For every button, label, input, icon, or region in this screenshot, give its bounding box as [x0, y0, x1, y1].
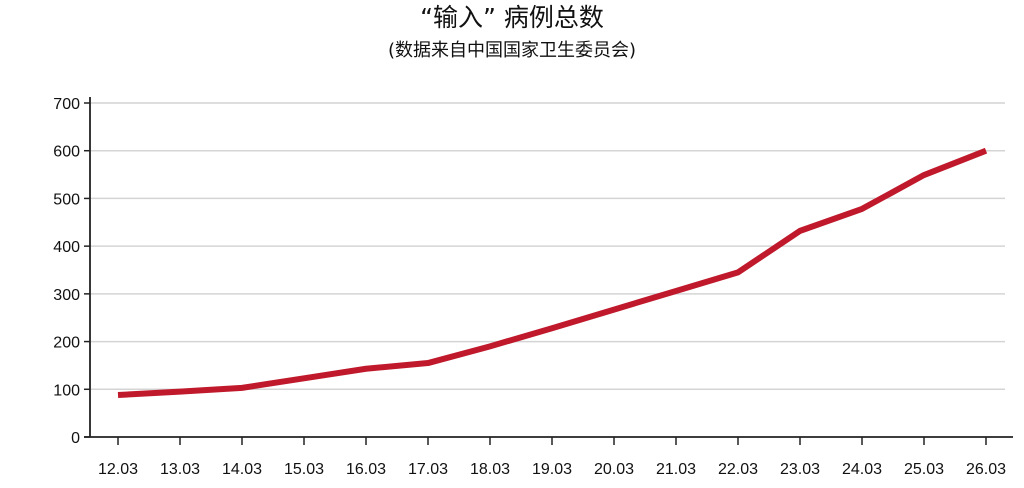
- y-tick-label: 700: [53, 96, 80, 113]
- x-tick-label: 23.03: [780, 461, 820, 478]
- series-line: [117, 147, 988, 399]
- y-tick-label: 100: [53, 382, 80, 399]
- x-tick-label: 15.03: [284, 461, 324, 478]
- y-tick-label: 600: [53, 144, 80, 161]
- x-tick-label: 17.03: [408, 461, 448, 478]
- x-tick-label: 16.03: [346, 461, 386, 478]
- x-tick-label: 14.03: [222, 461, 262, 478]
- x-tick-label: 12.03: [98, 461, 138, 478]
- y-tick-label: 0: [71, 430, 80, 447]
- x-tick-label: 19.03: [532, 461, 572, 478]
- x-tick-labels: 12.03 13.03 14.03 15.03 16.03 17.03 18.03 19.03…: [98, 461, 1006, 478]
- x-tick-label: 20.03: [594, 461, 634, 478]
- y-tick-label: 200: [53, 335, 80, 352]
- x-tick-label: 24.03: [842, 461, 882, 478]
- chart-subtitle: (数据来自中国国家卫生委员会): [387, 40, 637, 61]
- y-tick-label: 500: [53, 191, 80, 208]
- x-tick-label: 21.03: [656, 461, 696, 478]
- series-layer: [117, 147, 988, 399]
- x-tick-label: 25.03: [904, 461, 944, 478]
- y-tick-label: 300: [53, 287, 80, 304]
- chart-title: “输入” 病例总数: [420, 3, 604, 32]
- x-tick-label: 26.03: [966, 461, 1006, 478]
- x-tick-label: 22.03: [718, 461, 758, 478]
- x-tick-label: 13.03: [160, 461, 200, 478]
- axes: [84, 97, 1013, 445]
- y-tick-labels: 0 100 200 300 400 500 600 700: [53, 96, 80, 447]
- gridlines: [90, 102, 1005, 391]
- x-tick-label: 18.03: [470, 461, 510, 478]
- y-tick-label: 400: [53, 239, 80, 256]
